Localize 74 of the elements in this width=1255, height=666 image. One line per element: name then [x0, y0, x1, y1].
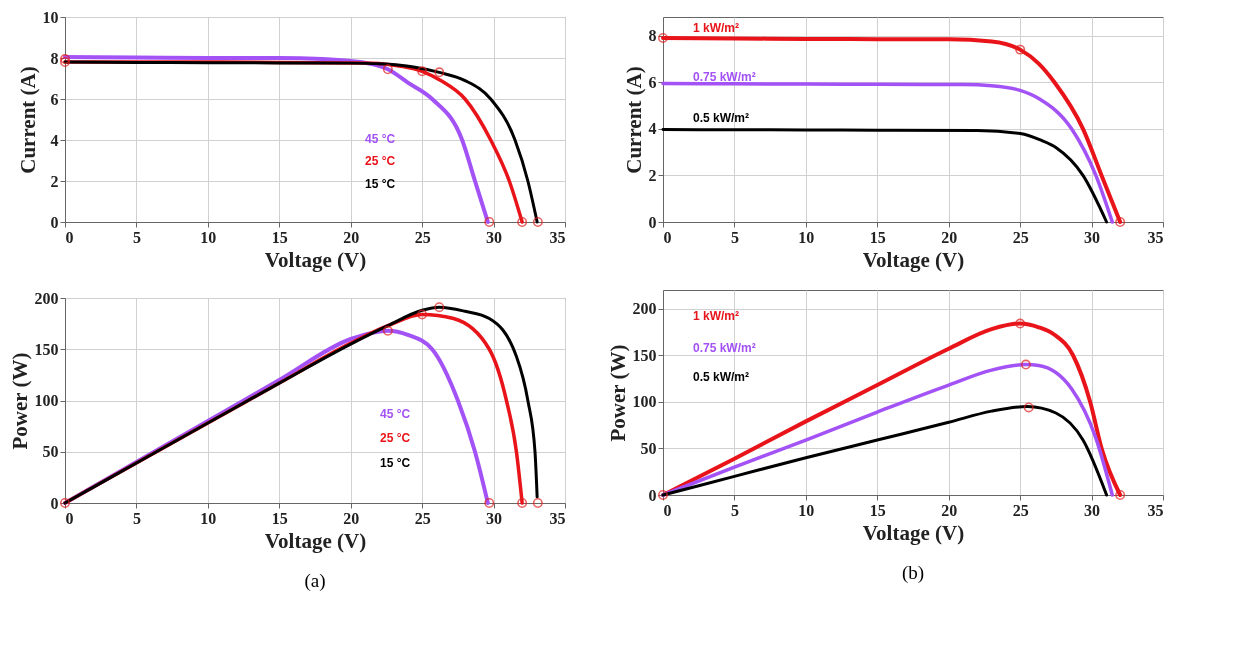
- x-tick-label: 20: [941, 228, 958, 246]
- y-tick-label: 200: [34, 289, 59, 307]
- y-tick-label: 10: [42, 8, 59, 26]
- x-axis-title: Voltage (V): [264, 528, 367, 553]
- y-tick-label: 2: [50, 172, 59, 190]
- x-tick-label: 10: [798, 228, 815, 246]
- x-tick-label: 35: [549, 509, 566, 527]
- y-tick-label: 0: [50, 213, 59, 231]
- x-tick-label: 30: [1084, 228, 1101, 246]
- x-tick-label: 15: [869, 501, 886, 519]
- x-tick-label: 25: [1012, 228, 1029, 246]
- x-tick-label: 10: [200, 509, 217, 527]
- y-tick-label: 0: [648, 213, 657, 231]
- x-tick-label: 25: [414, 509, 431, 527]
- y-tick-label: 200: [632, 300, 657, 318]
- y-tick-label: 4: [648, 120, 657, 138]
- x-tick-label: 5: [132, 228, 141, 246]
- x-tick-label: 20: [343, 509, 360, 527]
- y-tick-label: 0: [648, 486, 657, 504]
- x-tick-label: 10: [200, 228, 217, 246]
- series-label: 1 kW/m²: [693, 21, 740, 36]
- x-tick-label: 35: [1147, 501, 1164, 519]
- x-axis-title: Voltage (V): [862, 247, 965, 272]
- x-axis-title: Voltage (V): [862, 520, 965, 545]
- text: 0.75 kW/m²: [693, 341, 756, 356]
- text: 0.5 kW/m²: [693, 370, 750, 384]
- y-axis-title: Power (W): [605, 344, 630, 442]
- x-tick-label: 15: [271, 228, 288, 246]
- y-tick-label: 4: [50, 131, 59, 149]
- y-axis-title: Current (A): [15, 66, 40, 174]
- x-tick-label: 0: [65, 228, 74, 246]
- text: 25 °C: [380, 431, 411, 446]
- y-tick-label: 150: [34, 340, 59, 358]
- x-tick-label: 15: [271, 509, 288, 527]
- y-tick-label: 8: [648, 27, 657, 45]
- text: 45 °C: [380, 406, 411, 421]
- y-tick-label: 50: [640, 439, 657, 457]
- x-tick-label: 35: [1147, 228, 1164, 246]
- text: 45 °C: [365, 131, 396, 146]
- x-tick-label: 5: [730, 228, 739, 246]
- x-tick-label: 35: [549, 228, 566, 246]
- y-axis-title: Power (W): [7, 352, 32, 450]
- y-tick-label: 50: [42, 443, 59, 461]
- y-tick-label: 150: [632, 346, 657, 364]
- x-tick-label: 20: [941, 501, 958, 519]
- x-tick-label: 20: [343, 228, 360, 246]
- x-tick-label: 15: [869, 228, 886, 246]
- y-tick-label: 100: [632, 393, 657, 411]
- x-tick-label: 25: [414, 228, 431, 246]
- text: 25 °C: [365, 154, 396, 169]
- x-tick-label: 30: [486, 509, 503, 527]
- x-tick-label: 0: [65, 509, 74, 527]
- text: (b): [901, 562, 925, 584]
- x-tick-label: 5: [132, 509, 141, 527]
- x-tick-label: 10: [798, 501, 815, 519]
- text: 15 °C: [365, 176, 396, 191]
- x-tick-label: 30: [1084, 501, 1101, 519]
- y-tick-label: 6: [648, 73, 657, 91]
- text: 15 °C: [380, 455, 411, 470]
- x-tick-label: 25: [1012, 501, 1029, 519]
- x-tick-label: 5: [730, 501, 739, 519]
- series-label: 0.75 kW/m²: [693, 70, 756, 85]
- y-tick-label: 2: [648, 166, 657, 184]
- text: 1 kW/m²: [693, 308, 740, 323]
- series-label: 0.5 kW/m²: [693, 111, 750, 126]
- y-tick-label: 8: [50, 49, 59, 67]
- x-tick-label: 30: [486, 228, 503, 246]
- y-tick-label: 6: [50, 90, 59, 108]
- x-axis-title: Voltage (V): [264, 247, 367, 272]
- y-axis-title: Current (A): [621, 66, 646, 174]
- y-tick-label: 100: [34, 392, 59, 409]
- x-tick-label: 0: [663, 501, 672, 519]
- x-tick-label: 0: [663, 228, 672, 246]
- text: (a): [304, 570, 326, 592]
